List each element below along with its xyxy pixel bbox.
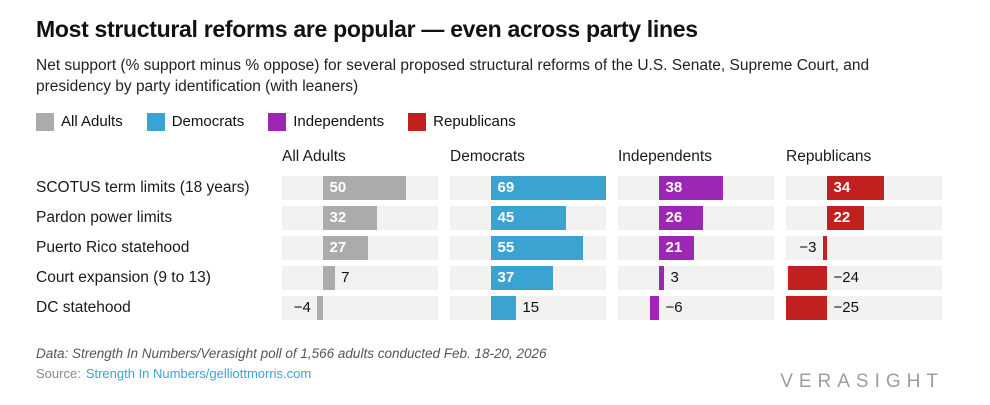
row-label: Court expansion (9 to 13) [36,268,211,286]
bar-track: 21 [618,235,774,260]
bar-track: −3 [786,235,942,260]
bar-track: 50 [282,175,438,200]
bar [822,235,828,260]
row-label: SCOTUS term limits (18 years) [36,178,250,196]
bar [491,265,553,290]
legend-label: Democrats [171,113,245,131]
bar-value-label: 7 [341,268,350,286]
legend-label: All Adults [61,113,123,131]
bar-value-label: −25 [833,298,859,316]
bar-track: 38 [618,175,774,200]
bar [786,295,828,320]
bar [323,175,407,200]
bar [659,175,723,200]
bar [659,265,665,290]
bar [659,235,695,260]
source-link[interactable]: Strength In Numbers/gelliottmorris.com [85,365,312,381]
bar [827,175,884,200]
bar [323,205,377,230]
chart-title: Most structural reforms are popular — ev… [36,16,698,42]
row-label: Puerto Rico statehood [36,238,190,256]
bar-track: 32 [282,205,438,230]
column-header-spacer [36,148,270,170]
verasight-logo: VERASIGHT [780,371,944,392]
bar-value-label: 22 [833,208,851,226]
source-label: Source: [36,365,81,381]
bar-value-label: 27 [329,238,347,256]
bar-value-label: 3 [670,268,679,286]
bar-value-label: 50 [329,178,347,196]
bar-track: 45 [450,205,606,230]
bar-value-label: 38 [665,178,683,196]
bar-track: 26 [618,205,774,230]
row-label: Pardon power limits [36,208,173,226]
bar-track: 7 [282,265,438,290]
bar-track: 15 [450,295,606,320]
chart-subtitle: Net support (% support minus % oppose) f… [36,57,870,95]
bar-track: −6 [618,295,774,320]
bar-track: −4 [282,295,438,320]
bar [787,265,828,290]
bar-chart: All Adults Democrats Independents Republica… [36,148,942,320]
legend-item: Independents [268,112,385,131]
data-note: Data: Strength In Numbers/Verasight poll… [36,345,547,361]
legend-label: Republicans [433,113,516,131]
legend-swatch [408,112,427,131]
column-header: All Adults [282,147,346,165]
bar-track: −24 [786,265,942,290]
bar-value-label: 69 [497,178,515,196]
bar-track: −25 [786,295,942,320]
legend-item: Republicans [408,112,516,131]
column-header: Independents [618,147,712,165]
row-label: DC statehood [36,298,131,316]
bar [649,295,660,320]
legend: All Adults Democrats Independents Republica… [36,112,942,131]
bar [323,235,369,260]
bar [491,295,517,320]
bar [491,175,606,200]
bar-track: 22 [786,205,942,230]
bar [659,205,703,230]
source-line: Source: Strength In Numbers/gelliottmorri… [36,366,942,381]
bar-track: 69 [450,175,606,200]
bar-track: 37 [450,265,606,290]
bar-track: 27 [282,235,438,260]
bar-value-label: −3 [799,238,817,256]
legend-label: Independents [293,113,385,131]
bar-value-label: −6 [665,298,683,316]
bar-value-label: 37 [497,268,515,286]
legend-swatch [36,112,54,131]
legend-item: Democrats [146,112,245,131]
bar-track: 34 [786,175,942,200]
column-header: Republicans [786,147,872,165]
bar [316,295,324,320]
legend-swatch [146,112,165,131]
bar [491,235,583,260]
bar [827,205,864,230]
bar-value-label: 55 [497,238,515,256]
bar-value-label: 26 [665,208,683,226]
bar-value-label: −24 [833,268,859,286]
bar-track: 55 [450,235,606,260]
bar-value-label: 34 [833,178,851,196]
bar [491,205,567,230]
bar-value-label: −4 [293,298,311,316]
bar-track: 3 [618,265,774,290]
bar-value-label: 45 [497,208,515,226]
legend-item: All Adults [36,112,123,131]
bar [323,265,336,290]
column-header: Democrats [450,147,525,165]
bar-value-label: 21 [665,238,683,256]
legend-swatch [268,112,287,131]
bar-value-label: 32 [329,208,347,226]
bar-value-label: 15 [522,298,540,316]
